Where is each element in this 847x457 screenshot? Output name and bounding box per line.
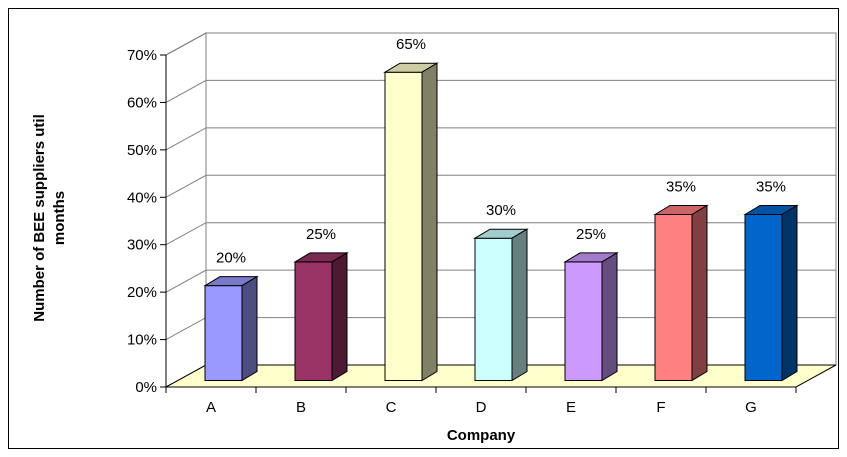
bar-side — [421, 62, 438, 382]
y-tick-label: 10% — [127, 332, 157, 349]
bar — [383, 62, 439, 382]
gridline — [165, 269, 836, 293]
side-wall — [165, 32, 207, 388]
gridline — [165, 32, 836, 56]
data-label: 35% — [666, 179, 696, 196]
bar — [473, 228, 529, 382]
bar — [653, 204, 709, 382]
bar-front — [384, 71, 423, 381]
data-labels: 20% 25% 65% 30% 25% 35% 35% — [216, 36, 786, 266]
bar-side — [511, 228, 528, 382]
data-label: 25% — [576, 226, 606, 243]
gridline — [165, 79, 836, 103]
data-label: 25% — [306, 226, 336, 243]
y-tick-label: 60% — [127, 94, 157, 111]
bar-side — [691, 204, 708, 382]
bar-side — [241, 275, 258, 382]
y-axis-title-line2: months — [51, 191, 68, 245]
data-label: 20% — [216, 250, 246, 267]
gridline — [165, 222, 836, 246]
gridlines — [165, 32, 836, 341]
data-label: 65% — [396, 36, 426, 53]
bars — [203, 62, 799, 382]
y-tick-label: 50% — [127, 142, 157, 159]
y-tick-label: 20% — [127, 284, 157, 301]
bar-front — [474, 237, 513, 381]
data-label: 30% — [486, 202, 516, 219]
bar — [563, 252, 619, 382]
gridline — [165, 127, 836, 151]
bar-front — [744, 214, 783, 381]
y-tick-label: 30% — [127, 237, 157, 254]
y-axis-title-line1: Number of BEE suppliers util — [31, 114, 48, 322]
y-tick-label: 40% — [127, 189, 157, 206]
bar-front — [564, 261, 603, 381]
x-tick-label: C — [386, 399, 397, 416]
x-tick-label: D — [476, 399, 487, 416]
bar-front — [654, 214, 693, 381]
y-axis-ticks: 0% 10% 20% 30% 40% 50% 60% 70% — [127, 47, 167, 396]
bar-side — [781, 204, 798, 382]
bar-side — [331, 252, 348, 382]
bar — [293, 252, 349, 382]
y-tick-label: 70% — [127, 47, 157, 64]
y-tick-label: 0% — [135, 379, 157, 396]
x-axis-title: Company — [447, 427, 516, 444]
x-tick-label: E — [566, 399, 576, 416]
x-tick-label: A — [206, 399, 216, 416]
x-tick-label: F — [656, 399, 665, 416]
x-tick-label: G — [745, 399, 757, 416]
x-axis-ticks: A B C D E F G — [165, 386, 797, 416]
bar-front — [294, 261, 333, 381]
data-label: 35% — [756, 179, 786, 196]
x-tick-label: B — [296, 399, 306, 416]
bar-side — [601, 252, 618, 382]
bar — [203, 275, 259, 382]
gridline — [165, 174, 836, 198]
bar — [743, 204, 799, 382]
bar-front — [204, 285, 243, 381]
